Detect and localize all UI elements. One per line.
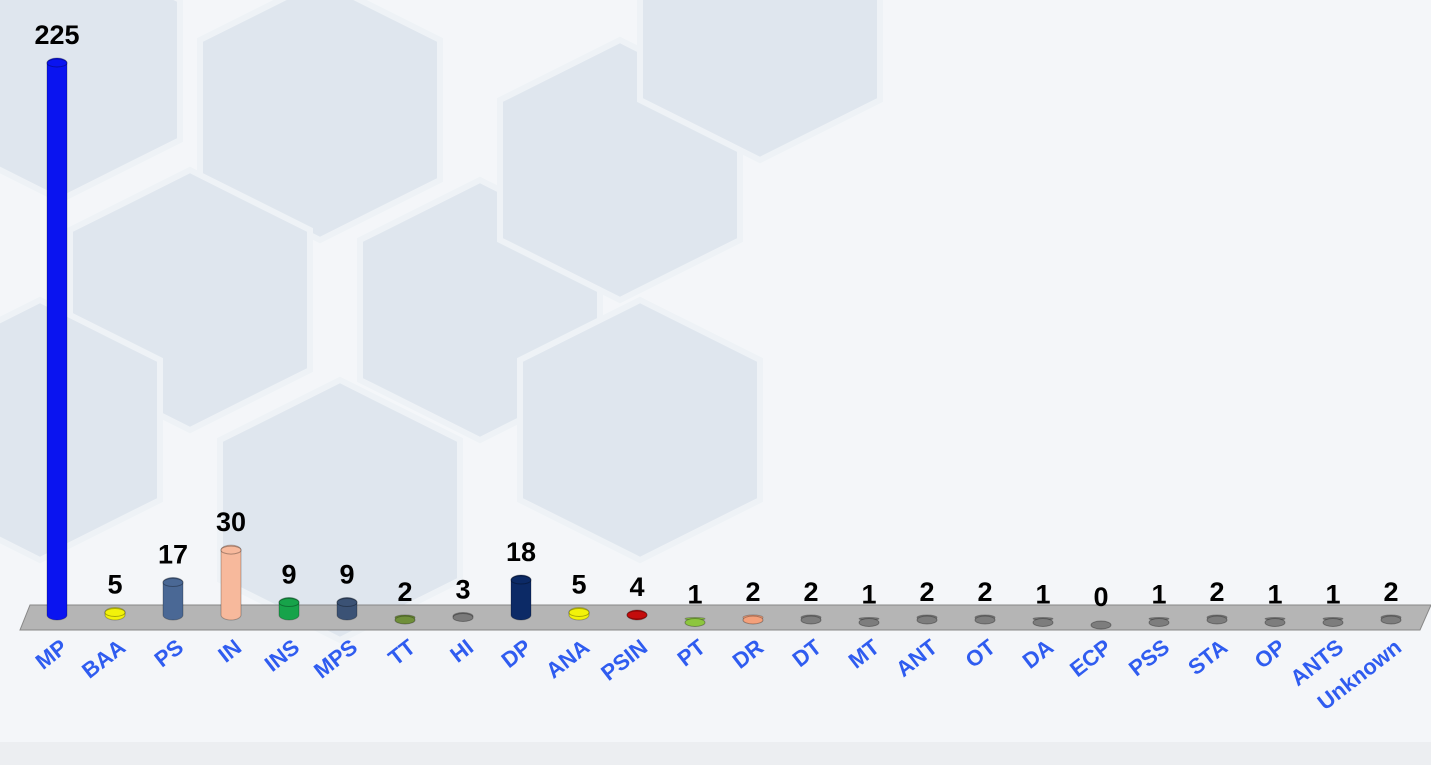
x-tick-label: ANT [891, 634, 942, 682]
x-tick-label: DA [1018, 634, 1059, 673]
bar-top [336, 598, 358, 608]
value-label: 2 [803, 577, 818, 607]
value-label: 5 [107, 570, 122, 600]
x-tick-label: PT [673, 634, 711, 671]
bar-top [510, 575, 532, 585]
value-label: 1 [687, 580, 702, 610]
bar-top [626, 610, 648, 620]
x-tick-label: OP [1250, 634, 1290, 673]
value-label: 4 [629, 572, 644, 602]
bar-top [278, 598, 300, 608]
x-tick-label: STA [1183, 634, 1232, 680]
value-label: 0 [1093, 582, 1108, 612]
bar-top [162, 578, 184, 588]
value-label: 1 [1325, 580, 1340, 610]
value-label: 2 [1383, 577, 1398, 607]
x-tick-label: OT [961, 634, 1001, 673]
value-label: 2 [397, 577, 412, 607]
bar-top [46, 58, 68, 68]
footer-band [0, 742, 1431, 765]
x-tick-label: HI [445, 634, 478, 667]
x-tick-label: DT [788, 634, 827, 672]
x-tick-label: TT [383, 634, 420, 671]
value-label: 18 [506, 537, 536, 567]
value-label: 1 [1035, 580, 1050, 610]
bar-top [974, 615, 996, 625]
value-label: 3 [455, 575, 470, 605]
bar-top [1380, 615, 1402, 625]
bar [46, 57, 68, 621]
x-tick-label: PSS [1124, 634, 1174, 681]
bar-top [916, 615, 938, 625]
bar-top [568, 608, 590, 618]
bar-top [1090, 620, 1112, 630]
value-label: 225 [34, 20, 79, 50]
value-label: 2 [745, 577, 760, 607]
bar-top [104, 608, 126, 618]
value-label: 9 [281, 560, 296, 590]
background-hexagons [0, 0, 880, 640]
bar-top [1032, 618, 1054, 628]
value-label: 5 [571, 570, 586, 600]
x-tick-label: INS [260, 634, 304, 676]
bar-top [1206, 615, 1228, 625]
x-tick-label: MPS [309, 634, 362, 683]
bar-top [394, 615, 416, 625]
x-tick-label: MP [31, 634, 72, 674]
value-label: 1 [1151, 580, 1166, 610]
x-tick-label: ANA [541, 634, 594, 683]
bar-top [452, 613, 474, 623]
value-label: 1 [1267, 580, 1282, 610]
bar-top [858, 618, 880, 628]
value-label: 2 [919, 577, 934, 607]
bar [162, 577, 184, 621]
x-tick-label: ECP [1065, 634, 1116, 682]
bar [220, 544, 242, 621]
bar-top [1322, 618, 1344, 628]
x-tick-label: PSIN [596, 634, 652, 685]
bar-top [684, 618, 706, 628]
bar-top [1148, 618, 1170, 628]
x-tick-label: MT [844, 634, 885, 674]
bar-top [800, 615, 822, 625]
bar-top [742, 615, 764, 625]
value-label: 2 [977, 577, 992, 607]
value-label: 1 [861, 580, 876, 610]
x-tick-label: PS [150, 634, 189, 672]
value-label: 17 [158, 540, 188, 570]
bar-top [220, 545, 242, 555]
bar [510, 574, 532, 621]
x-tick-label: IN [213, 634, 246, 667]
bar-top [1264, 618, 1286, 628]
value-label: 2 [1209, 577, 1224, 607]
x-tick-label: BAA [77, 634, 130, 683]
x-tick-label: DP [497, 634, 536, 673]
value-label: 9 [339, 560, 354, 590]
x-tick-label: DR [728, 634, 769, 673]
floor [19, 604, 1431, 631]
value-label: 30 [216, 507, 246, 537]
